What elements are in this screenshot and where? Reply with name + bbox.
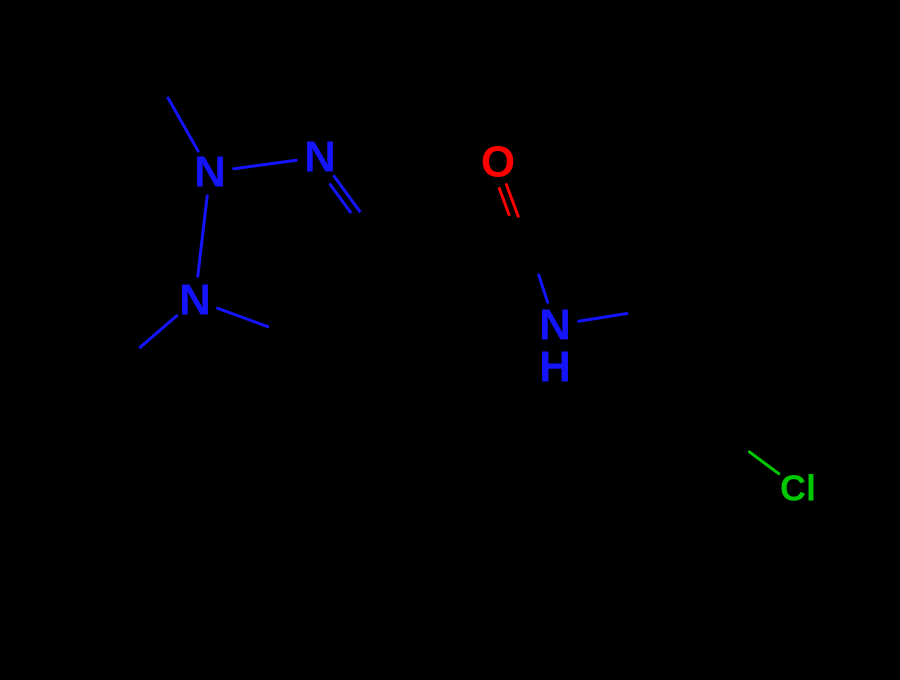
svg-text:N: N: [179, 276, 211, 325]
n-atom-label: N: [304, 133, 336, 182]
svg-text:N: N: [304, 133, 336, 182]
svg-text:H: H: [539, 342, 571, 391]
n-atom-label: N: [194, 148, 226, 197]
n-atom-label: NH: [539, 301, 571, 392]
molecule-diagram: N N N O NH Cl: [0, 0, 900, 680]
o-atom-label: O: [481, 138, 515, 187]
n-atom-label: N: [179, 276, 211, 325]
svg-text:Cl: Cl: [780, 468, 816, 509]
cl-atom-label: Cl: [780, 468, 816, 509]
svg-text:O: O: [481, 138, 515, 187]
svg-text:N: N: [194, 148, 226, 197]
